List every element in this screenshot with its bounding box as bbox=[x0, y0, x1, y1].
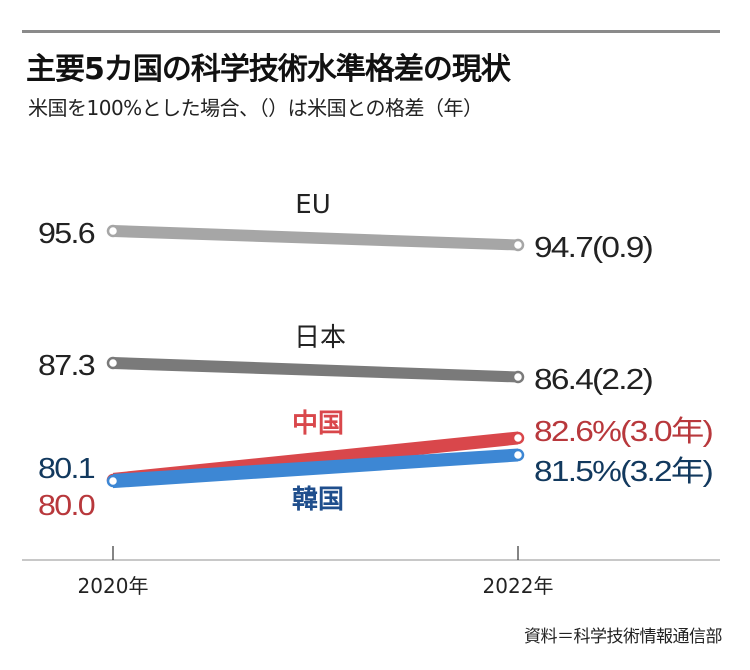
start-value-korea: 80.1 bbox=[38, 453, 94, 485]
start-value-japan: 87.3 bbox=[38, 350, 94, 382]
end-value-china: 82.6%(3.0年) bbox=[534, 415, 712, 448]
series-name-eu: EU bbox=[295, 190, 330, 220]
chart-title: 主要5カ国の科学技術水準格差の現状 bbox=[26, 52, 511, 87]
point-japan-2020 bbox=[106, 356, 120, 370]
point-eu-2020 bbox=[106, 224, 120, 238]
point-korea-2020 bbox=[106, 474, 120, 488]
series-line-korea bbox=[113, 448, 518, 489]
x-tick-label: 2020年 bbox=[78, 574, 149, 598]
point-china-2022 bbox=[511, 431, 525, 445]
point-eu-2022 bbox=[511, 238, 525, 252]
point-korea-2022 bbox=[511, 448, 525, 462]
source-note: 資料＝科学技術情報通信部 bbox=[524, 627, 723, 647]
x-tick-label: 2022年 bbox=[483, 574, 554, 598]
start-value-china: 80.0 bbox=[38, 490, 94, 522]
end-value-eu: 94.7(0.9) bbox=[534, 232, 652, 264]
series-line-eu bbox=[113, 224, 518, 251]
series-name-japan: 日本 bbox=[294, 323, 346, 353]
start-value-eu: 95.6 bbox=[38, 218, 94, 250]
top-rule bbox=[22, 30, 720, 33]
point-japan-2022 bbox=[511, 370, 525, 384]
end-value-korea: 81.5%(3.2年) bbox=[534, 455, 712, 488]
end-value-japan: 86.4(2.2) bbox=[534, 364, 652, 396]
series-name-china: 中国 bbox=[292, 409, 344, 439]
series-line-japan bbox=[113, 356, 518, 383]
chart-subtitle: 米国を100%とした場合、（）は米国との格差（年） bbox=[28, 96, 483, 120]
series-name-korea: 韓国 bbox=[292, 485, 344, 515]
